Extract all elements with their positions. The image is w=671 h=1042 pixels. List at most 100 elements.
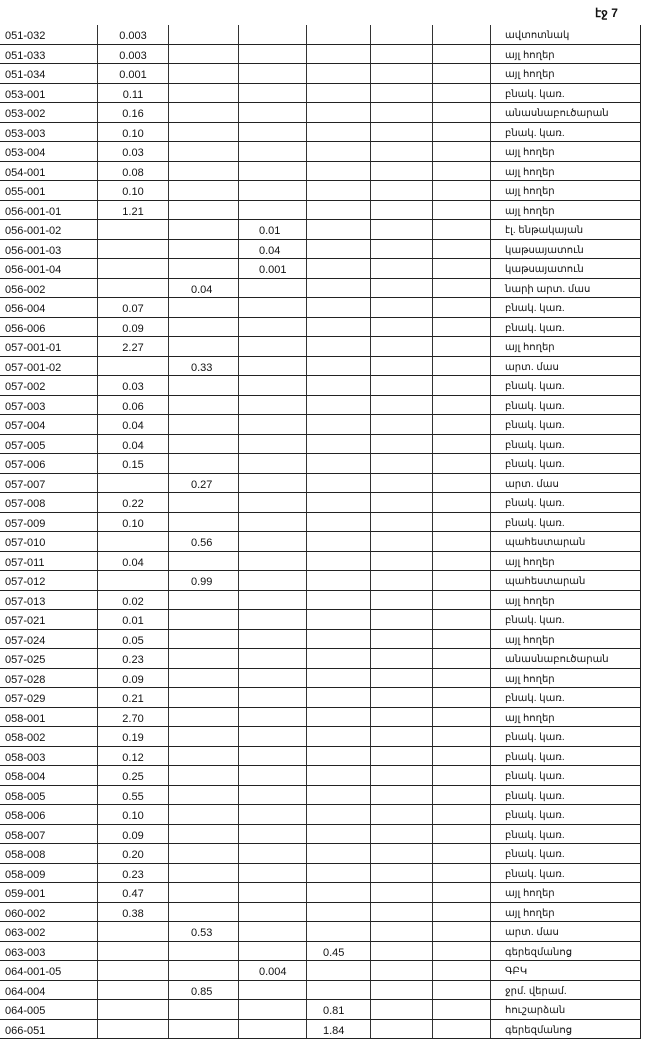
table-row: 066-051 1.84 գերեզմանոց [0, 1019, 641, 1039]
area-cell [370, 239, 432, 258]
area-cell [306, 551, 370, 570]
area-cell: 0.45 [306, 941, 370, 960]
table-row: 051-034 0.001 այլ հողեր [0, 64, 641, 84]
area-cell [238, 590, 306, 609]
area-cell [432, 454, 490, 473]
area-cell [168, 25, 238, 44]
area-cell [238, 122, 306, 141]
area-cell [306, 902, 370, 921]
area-cell [432, 25, 490, 44]
area-cell [168, 493, 238, 512]
land-use-cell: այլ հողեր [490, 200, 641, 219]
table-row: 058-007 0.09 բնակ. կառ. [0, 824, 641, 844]
land-use-cell: բնակ. կառ. [490, 317, 641, 336]
area-cell [432, 298, 490, 317]
area-cell: 0.22 [97, 493, 168, 512]
parcel-code-cell: 051-034 [5, 69, 46, 81]
area-cell [306, 337, 370, 356]
area-cell [168, 961, 238, 980]
area-cell [306, 473, 370, 492]
area-cell [238, 200, 306, 219]
area-cell: 0.10 [97, 122, 168, 141]
area-cell [168, 376, 238, 395]
land-use-cell: այլ հողեր [490, 64, 641, 83]
area-cell: 0.02 [97, 590, 168, 609]
land-use-cell: ԳԲԿ [490, 961, 641, 980]
parcel-code-cell: 056-004 [5, 303, 46, 315]
area-cell [168, 200, 238, 219]
land-use-cell: բնակ. կառ. [490, 122, 641, 141]
area-cell: 0.81 [306, 1000, 370, 1019]
area-cell [432, 727, 490, 746]
parcel-code-cell: 063-003 [5, 946, 46, 959]
area-cell [97, 220, 168, 239]
area-cell [432, 493, 490, 512]
area-cell [370, 766, 432, 785]
table-row: 060-002 0.38 այլ հողեր [0, 902, 641, 922]
land-use-cell: պահեստարան [490, 532, 641, 551]
area-cell [432, 1019, 490, 1038]
land-use-cell: բնակ. կառ. [490, 863, 641, 882]
area-cell: 0.04 [238, 239, 306, 258]
land-use-cell: պահեստարան [490, 571, 641, 590]
area-cell [370, 922, 432, 941]
area-cell [306, 44, 370, 63]
area-cell [306, 980, 370, 999]
area-cell [306, 376, 370, 395]
table-row: 057-001-01 2.27 այլ հողեր [0, 337, 641, 357]
parcel-code-cell: 057-012 [5, 576, 46, 588]
table-row: 057-007 0.27 արտ. մաս [0, 473, 641, 493]
land-use-cell: արտ. մաս [490, 922, 641, 941]
parcel-code-cell: 053-003 [5, 127, 46, 140]
land-use-cell: ջրմ. վերամ. [490, 980, 641, 999]
area-cell [306, 766, 370, 785]
area-cell [370, 64, 432, 83]
area-cell [168, 668, 238, 687]
area-cell [306, 83, 370, 102]
area-cell [370, 805, 432, 824]
area-cell [370, 824, 432, 843]
area-cell [370, 44, 432, 63]
area-cell [168, 434, 238, 453]
area-cell [370, 1019, 432, 1038]
area-cell [168, 259, 238, 278]
table-row: 057-024 0.05 այլ հողեր [0, 629, 641, 649]
land-use-cell: անասնաբուծարան [490, 103, 641, 122]
parcel-code-cell: 058-009 [5, 868, 46, 881]
area-cell [238, 922, 306, 941]
parcel-code-cell: 057-025 [5, 654, 46, 666]
parcel-code-cell: 058-003 [5, 751, 46, 764]
area-cell [432, 200, 490, 219]
area-cell [432, 473, 490, 492]
area-cell [238, 415, 306, 434]
area-cell [168, 766, 238, 785]
table-row: 056-001-03 0.04 կաթսայատուն [0, 239, 641, 259]
parcel-code-cell: 057-007 [5, 478, 46, 491]
area-cell [370, 571, 432, 590]
land-parcel-table: 051-032 0.003 ավտոտնակ 051-033 0.003 այլ հողե… [0, 25, 641, 1039]
table-row: 051-033 0.003 այլ հողեր [0, 44, 641, 64]
area-cell: 0.06 [97, 395, 168, 414]
area-cell: 0.09 [97, 317, 168, 336]
area-cell [432, 415, 490, 434]
table-row: 057-013 0.02 այլ հողեր [0, 590, 641, 610]
area-cell: 0.001 [97, 64, 168, 83]
area-cell [168, 415, 238, 434]
land-use-cell: բնակ. կառ. [490, 746, 641, 765]
area-cell [168, 746, 238, 765]
area-cell [238, 298, 306, 317]
area-cell [306, 824, 370, 843]
area-cell [306, 883, 370, 902]
area-cell: 2.27 [97, 337, 168, 356]
land-use-cell: այլ հողեր [490, 883, 641, 902]
area-cell [306, 727, 370, 746]
parcel-code-cell: 051-033 [5, 49, 46, 62]
area-cell [168, 941, 238, 960]
area-cell [238, 64, 306, 83]
area-cell [370, 356, 432, 375]
area-cell [370, 551, 432, 570]
parcel-code-cell: 058-007 [5, 829, 46, 842]
area-cell: 0.04 [168, 278, 238, 297]
land-use-cell: բնակ. կառ. [490, 512, 641, 531]
parcel-code-cell: 057-005 [5, 439, 46, 452]
